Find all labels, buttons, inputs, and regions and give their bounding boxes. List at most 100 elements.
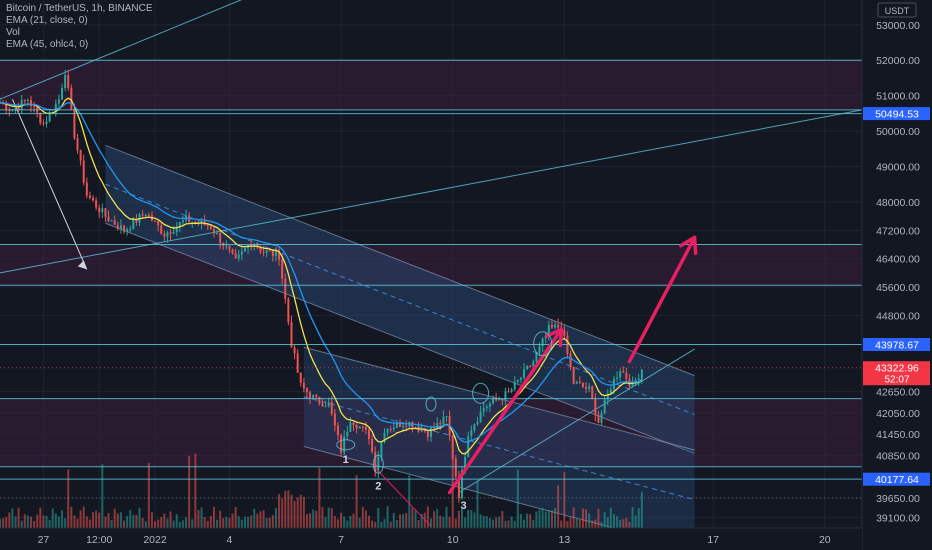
channel-median (105, 183, 695, 416)
candle-body (98, 207, 101, 213)
candles[interactable] (0, 69, 643, 503)
candle-body (634, 380, 637, 383)
volume-bar (451, 457, 454, 528)
volume-bar (606, 517, 609, 528)
volume-bar (268, 517, 271, 528)
candle-body (333, 413, 336, 426)
candle-body (154, 220, 157, 222)
volume-bar (501, 511, 504, 528)
ema21-line (0, 97, 643, 455)
volume-bar (513, 520, 516, 528)
volume-bar (392, 512, 395, 528)
volume-bar (265, 517, 268, 528)
volume-bar (104, 516, 107, 528)
candle-body (225, 245, 228, 247)
volume-bar (554, 508, 557, 528)
candle-body (73, 109, 76, 139)
time-axis[interactable]: 27 12:00 2022 4 7 10 13 17 20 (0, 527, 862, 550)
volume-bar (135, 514, 138, 528)
candle-body (616, 377, 619, 379)
candle-body (640, 369, 643, 379)
ema21-legend[interactable]: EMA (21, close, 0) (6, 15, 88, 26)
volume-bar (352, 513, 355, 528)
pattern-circle (336, 439, 356, 451)
candle-body (250, 244, 253, 246)
horizontal-levels[interactable] (0, 59, 862, 499)
white-arrow-line (11, 99, 88, 270)
volume-bar (11, 508, 14, 528)
candle-body (178, 222, 181, 227)
volume-bar (519, 513, 522, 528)
volume-bar (476, 480, 479, 528)
volume-bar (563, 472, 566, 528)
volume-bar (498, 516, 501, 528)
price-tick-label: 49000.00 (876, 162, 920, 174)
ema45-legend[interactable]: EMA (45, ohlc4, 0) (6, 39, 89, 50)
volume-bar (132, 514, 135, 528)
currency-badge (877, 2, 917, 18)
volume-legend[interactable]: Vol (6, 27, 20, 38)
volume-bar (426, 506, 429, 528)
resistance-zone (0, 244, 862, 286)
candle-body (516, 379, 519, 382)
volume-bar (516, 469, 519, 528)
volume-bar (609, 507, 612, 528)
time-axis-bg (0, 528, 862, 550)
volume-bar (209, 516, 212, 528)
price-axis[interactable]: USDT 53000.00 52000.00 51000.00 50000.00 4900… (861, 0, 932, 550)
volume-bar (597, 508, 600, 528)
candle-body (318, 396, 321, 404)
candle-body (76, 138, 79, 151)
candle-body (54, 103, 57, 113)
symbol-title[interactable]: Bitcoin / TetherUS, 1h, BINANCE (6, 3, 153, 14)
volume-bar (414, 510, 417, 528)
volume-bars (0, 453, 643, 528)
volume-bar (243, 516, 246, 528)
candle-body (364, 426, 367, 430)
volume-bar (550, 510, 553, 528)
volume-bar (191, 519, 194, 528)
candle-body (547, 325, 550, 336)
trend-line-upper (0, 0, 243, 100)
volume-bar (600, 521, 603, 528)
volume-bar (631, 506, 634, 528)
candle-body (228, 245, 231, 250)
volume-bar (470, 510, 473, 528)
volume-bar (2, 518, 5, 528)
volume-bar (185, 517, 188, 528)
legend: Bitcoin / TetherUS, 1h, BINANCE EMA (21,… (6, 3, 153, 51)
candle-body (523, 369, 526, 378)
volume-bar (163, 513, 166, 528)
volume-bar (247, 516, 250, 528)
volume-bar (284, 490, 287, 528)
candle-body (119, 225, 122, 229)
candle-body (30, 100, 33, 107)
candle-body (389, 429, 392, 431)
volume-bar (436, 509, 439, 528)
volume-bar (336, 519, 339, 528)
volume-bar (160, 517, 163, 528)
price-tick-label: 41450.00 (876, 429, 920, 441)
volume-bar (420, 513, 423, 528)
price-tick-label: 40850.00 (876, 450, 920, 462)
volume-bar (212, 506, 215, 528)
time-tick-label: 20 (819, 534, 831, 546)
volume-bar (147, 462, 150, 528)
candle-body (358, 426, 361, 429)
candle-body (284, 278, 287, 299)
volume-bar (532, 520, 535, 528)
candle-body (95, 200, 98, 208)
candle-body (48, 112, 51, 122)
volume-bar (126, 515, 129, 528)
volume-bar (302, 496, 305, 528)
trend-line-lower (0, 109, 863, 274)
volume-bar (82, 506, 85, 528)
price-tick-label: 42050.00 (876, 408, 920, 420)
candle-body (243, 248, 246, 252)
price-tick-label: 44800.00 (876, 310, 920, 322)
price-marker-label: 43978.67 (875, 339, 919, 351)
candle-body (578, 381, 581, 383)
volume-bar (234, 506, 237, 528)
candle-body (557, 324, 560, 328)
